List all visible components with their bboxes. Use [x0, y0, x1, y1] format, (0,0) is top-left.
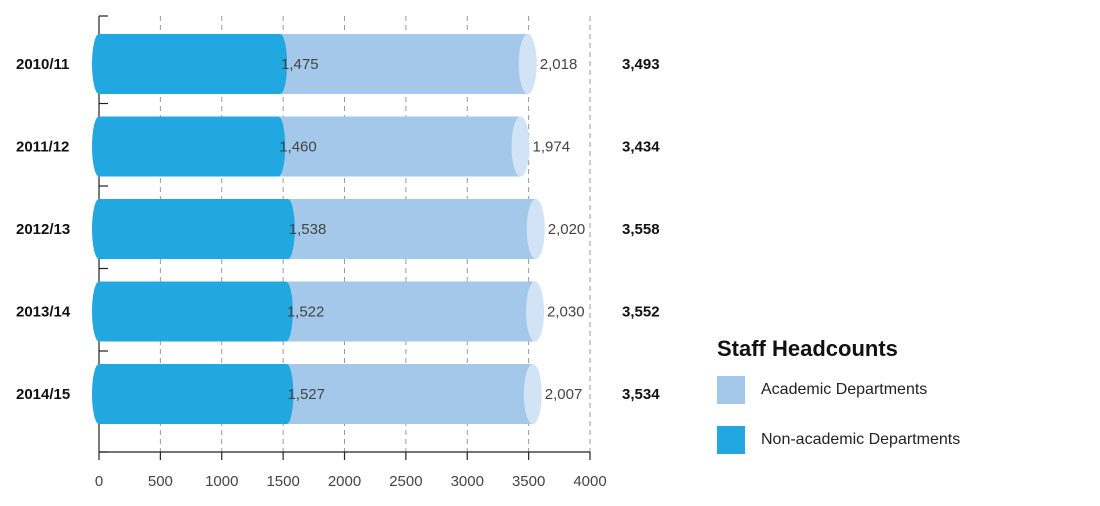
total-label: 3,434 — [622, 139, 660, 156]
bar-non-academic-cap — [280, 199, 295, 259]
bar-academic-cap — [523, 364, 542, 424]
bar-non-academic-start — [92, 199, 106, 259]
bar-non-academic — [99, 364, 287, 424]
bar-non-academic-cap — [279, 364, 294, 424]
bar-non-academic-cap — [273, 34, 288, 94]
category-label: 2010/11 — [16, 56, 69, 73]
x-tick-label: 3500 — [512, 473, 545, 490]
value-label-non-academic: 1,460 — [279, 139, 317, 156]
value-label-academic: 2,020 — [548, 221, 586, 238]
category-label: 2014/15 — [16, 386, 70, 403]
x-tick-label: 2500 — [389, 473, 422, 490]
bar-non-academic — [99, 199, 288, 259]
bar-academic-cap — [526, 281, 545, 342]
value-label-academic: 2,018 — [540, 56, 578, 73]
bars — [92, 34, 545, 424]
category-label: 2013/14 — [16, 304, 71, 321]
bar-academic — [280, 34, 528, 94]
legend-label-non-academic: Non-academic Departments — [761, 431, 961, 448]
bar-academic — [278, 116, 521, 177]
legend-title: Staff Headcounts — [717, 336, 898, 361]
value-label-non-academic: 1,538 — [289, 221, 327, 238]
x-tick-label: 1500 — [266, 473, 299, 490]
value-label-academic: 1,974 — [533, 139, 571, 156]
value-label-academic: 2,007 — [545, 386, 583, 403]
value-label-non-academic: 1,522 — [287, 304, 325, 321]
category-label: 2011/12 — [16, 139, 69, 156]
bar-academic — [286, 364, 533, 424]
legend: Staff Headcounts Academic Departments No… — [717, 336, 960, 476]
x-tick-label: 0 — [95, 473, 103, 490]
bar-academic-cap — [526, 199, 545, 259]
labels: 0 500 1000 1500 2000 2500 3000 3500 4000 2010/11 1… — [16, 56, 660, 490]
bar-non-academic — [99, 281, 286, 342]
x-tick-label: 500 — [148, 473, 173, 490]
total-label: 3,493 — [622, 56, 660, 73]
bar-non-academic-start — [92, 364, 106, 424]
category-label: 2012/13 — [16, 221, 70, 238]
bar-academic — [287, 199, 536, 259]
legend-item-non-academic: Non-academic Departments — [717, 426, 960, 454]
bar-non-academic — [99, 116, 279, 177]
legend-swatch-non-academic — [717, 426, 745, 454]
bar-non-academic-start — [92, 34, 106, 94]
value-label-non-academic: 1,475 — [281, 56, 319, 73]
x-tick-label: 2000 — [328, 473, 361, 490]
x-tick-label: 1000 — [205, 473, 238, 490]
bar-non-academic-cap — [271, 116, 286, 177]
bar-non-academic-cap — [278, 281, 293, 342]
legend-label-academic: Academic Departments — [761, 381, 928, 398]
value-label-non-academic: 1,527 — [287, 386, 325, 403]
bar-academic-cap — [511, 116, 530, 177]
x-tick-label: 3000 — [451, 473, 484, 490]
legend-item-academic: Academic Departments — [717, 376, 960, 404]
bar-non-academic-start — [92, 116, 106, 177]
total-label: 3,534 — [622, 386, 660, 403]
total-label: 3,558 — [622, 221, 660, 238]
bar-academic — [285, 281, 536, 342]
bar-non-academic — [99, 34, 281, 94]
bar-chart: 0 500 1000 1500 2000 2500 3000 3500 4000 2010/11 1… — [16, 15, 660, 490]
bar-non-academic-start — [92, 281, 106, 342]
x-tick-label: 4000 — [573, 473, 606, 490]
bar-academic-cap — [518, 34, 537, 94]
value-label-academic: 2,030 — [547, 304, 585, 321]
legend-swatch-academic — [717, 376, 745, 404]
total-label: 3,552 — [622, 304, 660, 321]
